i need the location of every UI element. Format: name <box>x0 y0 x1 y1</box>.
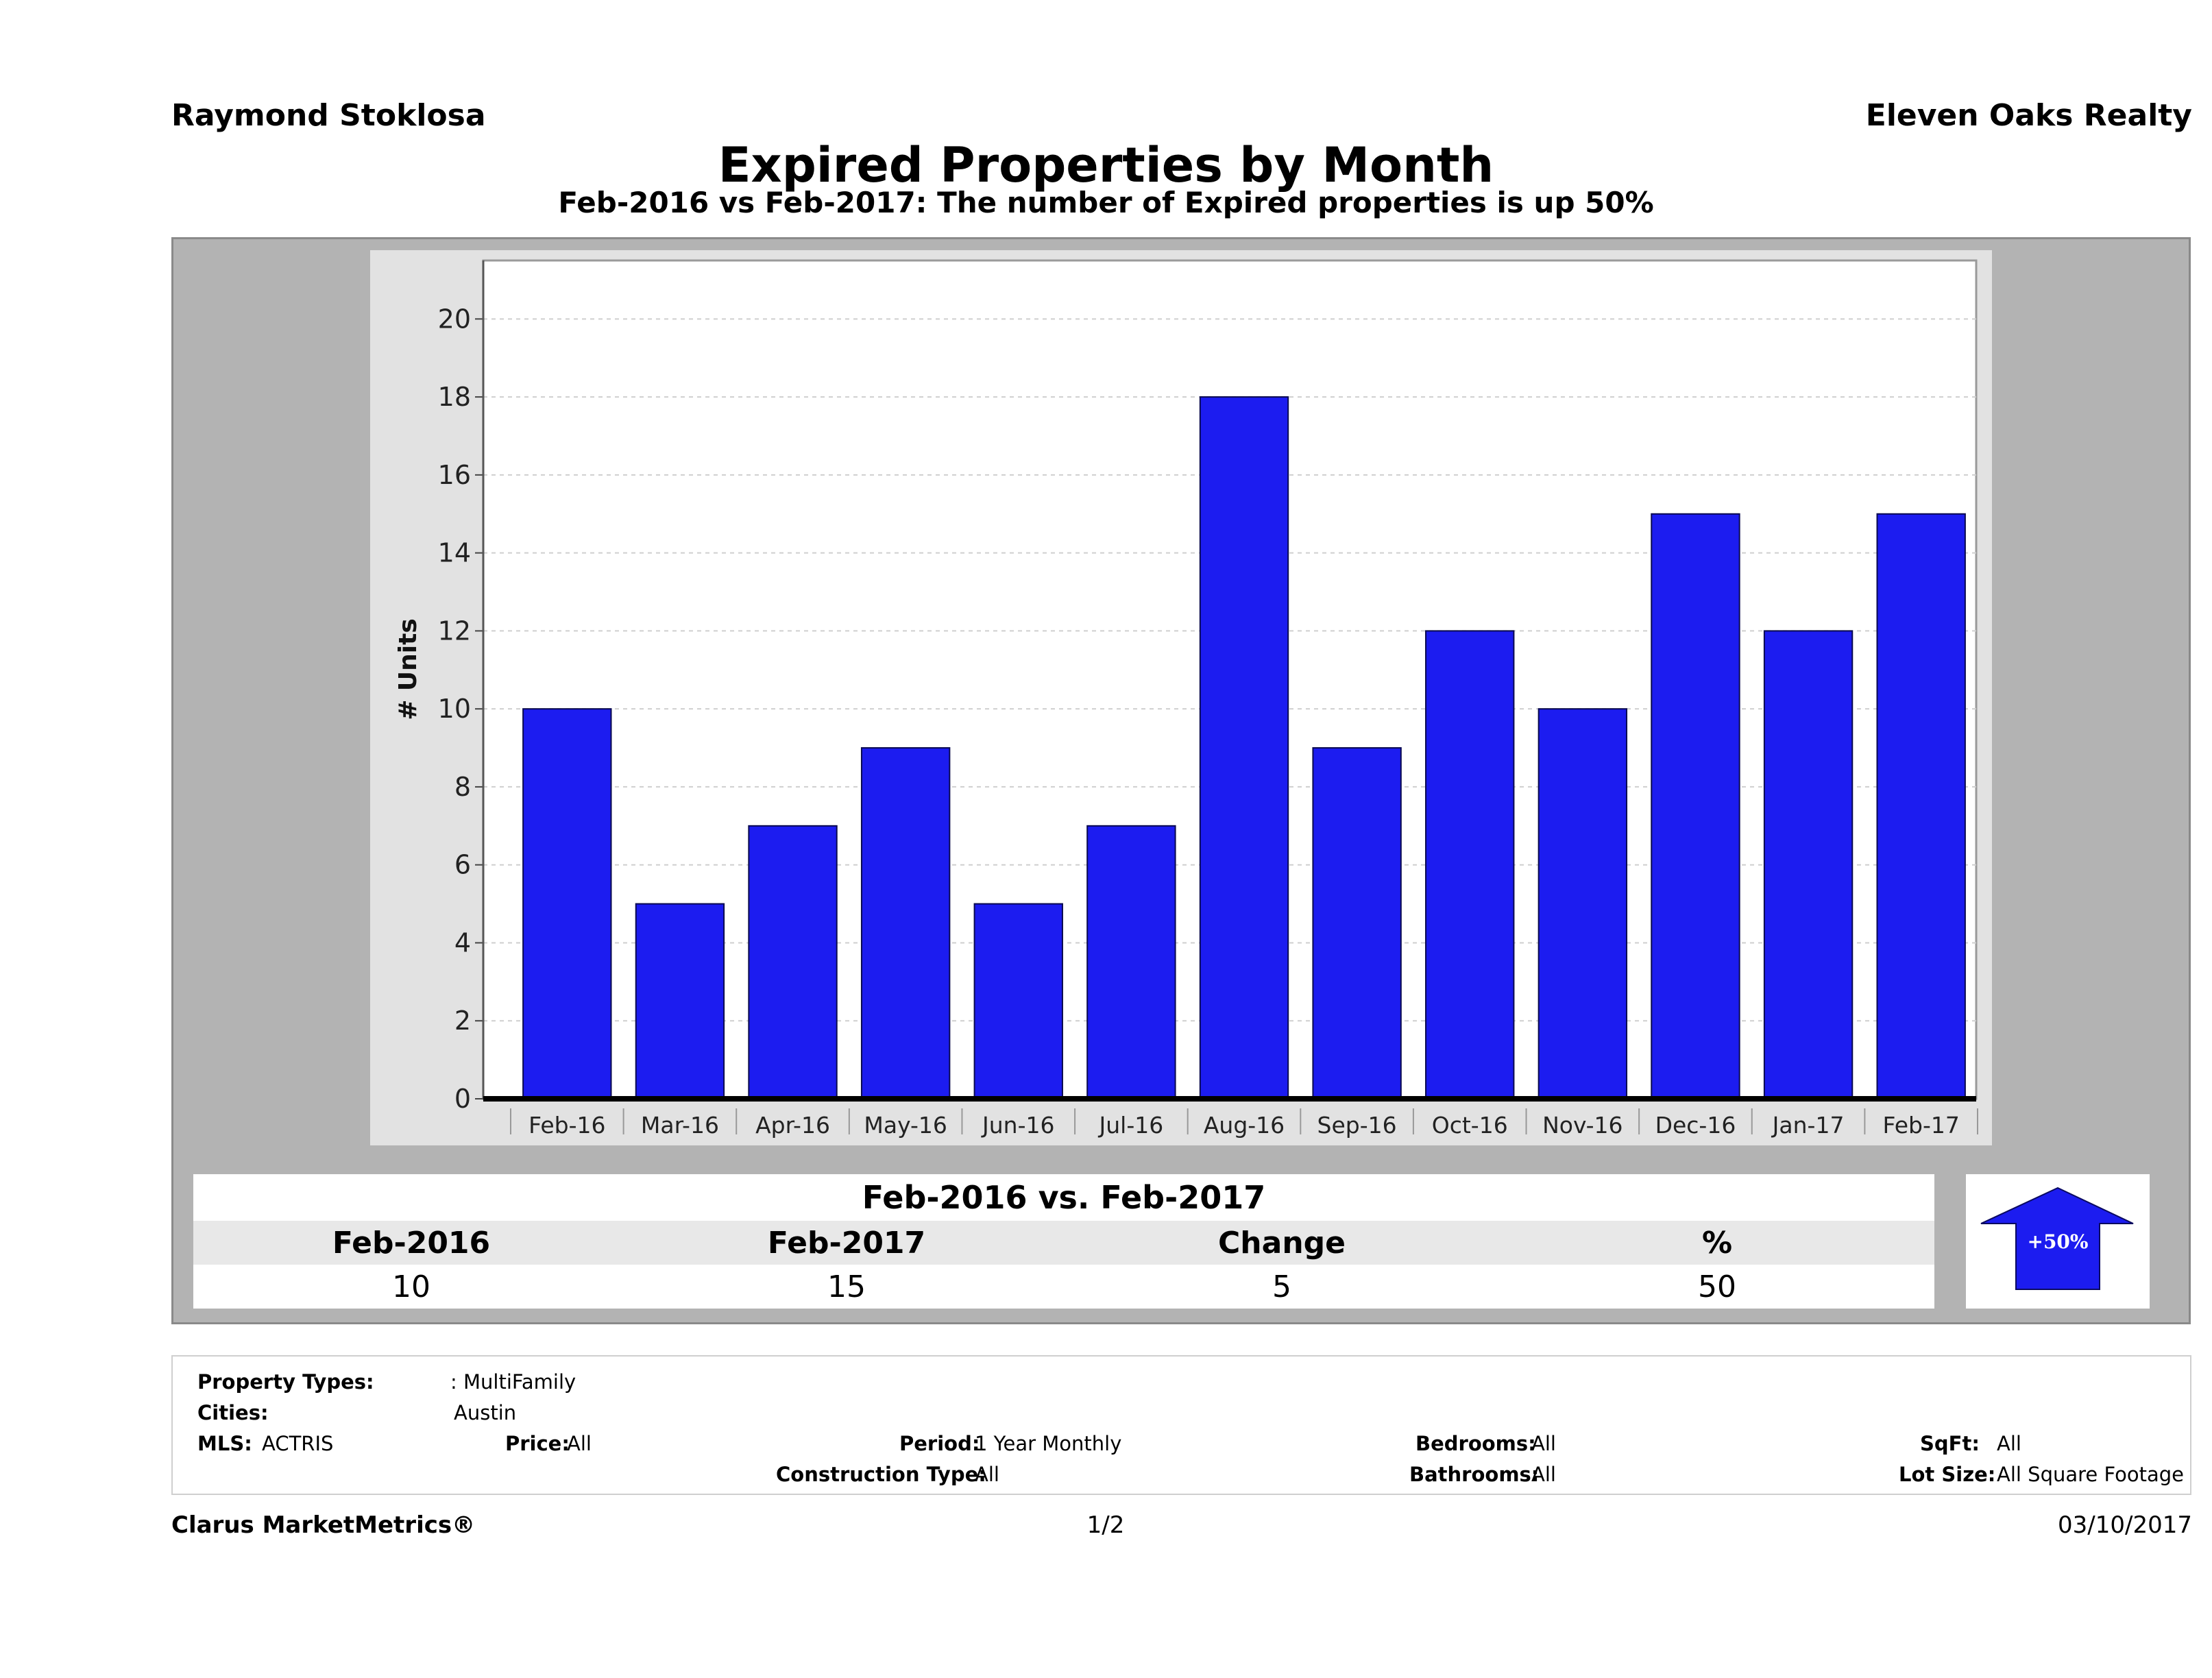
x-tick-label: Jul-16 <box>1098 1112 1164 1139</box>
criteria-bathrooms-label: Bathrooms: <box>1409 1463 1540 1486</box>
x-tick-label: Apr-16 <box>755 1112 830 1139</box>
criteria-bedrooms-label: Bedrooms: <box>1415 1432 1536 1455</box>
y-tick-label: 2 <box>454 1006 471 1036</box>
summary-title: Feb-2016 vs. Feb-2017 <box>862 1179 1266 1216</box>
footer-page-number: 1/2 <box>1086 1511 1125 1539</box>
criteria-price-value: All <box>567 1432 592 1455</box>
summary-title-row: Feb-2016 vs. Feb-2017 <box>193 1174 1934 1221</box>
criteria-sqft-label: SqFt: <box>1920 1432 1980 1455</box>
criteria-construction-label: Construction Type: <box>776 1463 986 1486</box>
criteria-mls-value: ACTRIS <box>262 1432 334 1455</box>
criteria-cities-label: Cities: <box>197 1401 269 1424</box>
y-tick-label: 14 <box>438 538 471 568</box>
bar-jul-16 <box>1086 825 1176 1099</box>
bar-sep-16 <box>1312 747 1402 1099</box>
y-tick-label: 12 <box>438 616 471 646</box>
up-arrow-icon: +50% <box>1980 1187 2134 1290</box>
x-tick-label: Aug-16 <box>1204 1112 1285 1139</box>
summary-header-row: Feb-2016 Feb-2017 Change % <box>193 1221 1934 1265</box>
bar-oct-16 <box>1425 630 1515 1099</box>
bar-may-16 <box>860 747 951 1099</box>
y-axis-label: # Units <box>394 618 422 720</box>
summary-value-row: 10 15 5 50 <box>193 1265 1934 1309</box>
criteria-sqft-value: All <box>1997 1432 2021 1455</box>
criteria-lotsize-value: All Square Footage <box>1997 1463 2185 1486</box>
summary-header-change: Change <box>1218 1225 1346 1261</box>
x-tick-label: Feb-16 <box>528 1112 605 1139</box>
summary-header-percent: % <box>1701 1225 1733 1261</box>
summary-header-feb-2017: Feb-2017 <box>767 1225 926 1261</box>
footer-date: 03/10/2017 <box>2058 1511 2192 1539</box>
criteria-bedrooms-value: All <box>1531 1432 1556 1455</box>
summary-value-feb-2017: 15 <box>827 1269 866 1304</box>
criteria-lotsize-label: Lot Size: <box>1899 1463 1996 1486</box>
y-tick-label: 6 <box>454 850 471 880</box>
y-tick-label: 20 <box>438 304 471 334</box>
change-badge: +50% <box>1966 1174 2150 1309</box>
y-tick-label: 4 <box>454 927 471 958</box>
bar-aug-16 <box>1199 396 1289 1099</box>
chart-title: Expired Properties by Month <box>718 137 1494 193</box>
x-tick-label: Jan-17 <box>1771 1112 1845 1139</box>
bar-nov-16 <box>1538 708 1628 1099</box>
bar-mar-16 <box>635 903 725 1100</box>
criteria-period-label: Period: <box>899 1432 980 1455</box>
criteria-cities-value: Austin <box>454 1401 517 1424</box>
bar-chart: 0 2 4 6 8 10 12 14 16 18 20 Feb-16 Mar-16 Apr-16 May-1… <box>394 259 1978 1139</box>
criteria-period-value: 1 Year Monthly <box>975 1432 1122 1455</box>
criteria-price-label: Price: <box>505 1432 570 1455</box>
agent-name: Raymond Stoklosa <box>171 98 486 133</box>
summary-value-change: 5 <box>1272 1269 1291 1304</box>
y-tick-label: 18 <box>438 382 471 412</box>
bar-jun-16 <box>973 903 1063 1100</box>
criteria-construction-value: All <box>975 1463 999 1486</box>
criteria-mls-label: MLS: <box>197 1432 252 1455</box>
summary-table: Feb-2016 vs. Feb-2017 Feb-2016 Feb-2017 … <box>193 1174 1934 1309</box>
x-tick-label: May-16 <box>864 1112 947 1139</box>
change-badge-label: +50% <box>2027 1230 2088 1253</box>
y-tick-label: 8 <box>454 772 471 802</box>
y-tick-label: 16 <box>438 460 471 490</box>
x-tick-label: Mar-16 <box>641 1112 719 1139</box>
y-tick-label: 0 <box>454 1084 471 1114</box>
bar-feb-16 <box>522 708 612 1099</box>
x-tick-label: Feb-17 <box>1883 1112 1960 1139</box>
y-tick-label: 10 <box>438 694 471 724</box>
criteria-bathrooms-value: All <box>1531 1463 1556 1486</box>
x-tick-label: Sep-16 <box>1317 1112 1397 1139</box>
company-name: Eleven Oaks Realty <box>1865 98 2192 133</box>
x-tick-label: Oct-16 <box>1432 1112 1508 1139</box>
bar-feb-17 <box>1876 513 1966 1099</box>
summary-header-feb-2016: Feb-2016 <box>332 1225 491 1261</box>
footer-brand: Clarus MarketMetrics® <box>171 1511 476 1539</box>
bar-dec-16 <box>1651 513 1740 1099</box>
summary-value-percent: 50 <box>1698 1269 1736 1304</box>
x-tick-label: Dec-16 <box>1655 1112 1736 1139</box>
bar-apr-16 <box>748 825 838 1099</box>
criteria-property-types-label: Property Types: <box>197 1370 374 1394</box>
chart-subtitle: Feb-2016 vs Feb-2017: The number of Expi… <box>558 186 1654 219</box>
criteria-property-types-value: : MultiFamily <box>450 1370 576 1394</box>
bar-jan-17 <box>1763 630 1854 1099</box>
x-tick-label: Nov-16 <box>1542 1112 1622 1139</box>
summary-value-feb-2016: 10 <box>392 1269 430 1304</box>
x-tick-label: Jun-16 <box>981 1112 1054 1139</box>
search-criteria: Property Types: : MultiFamily Cities: Au… <box>171 1355 2191 1495</box>
